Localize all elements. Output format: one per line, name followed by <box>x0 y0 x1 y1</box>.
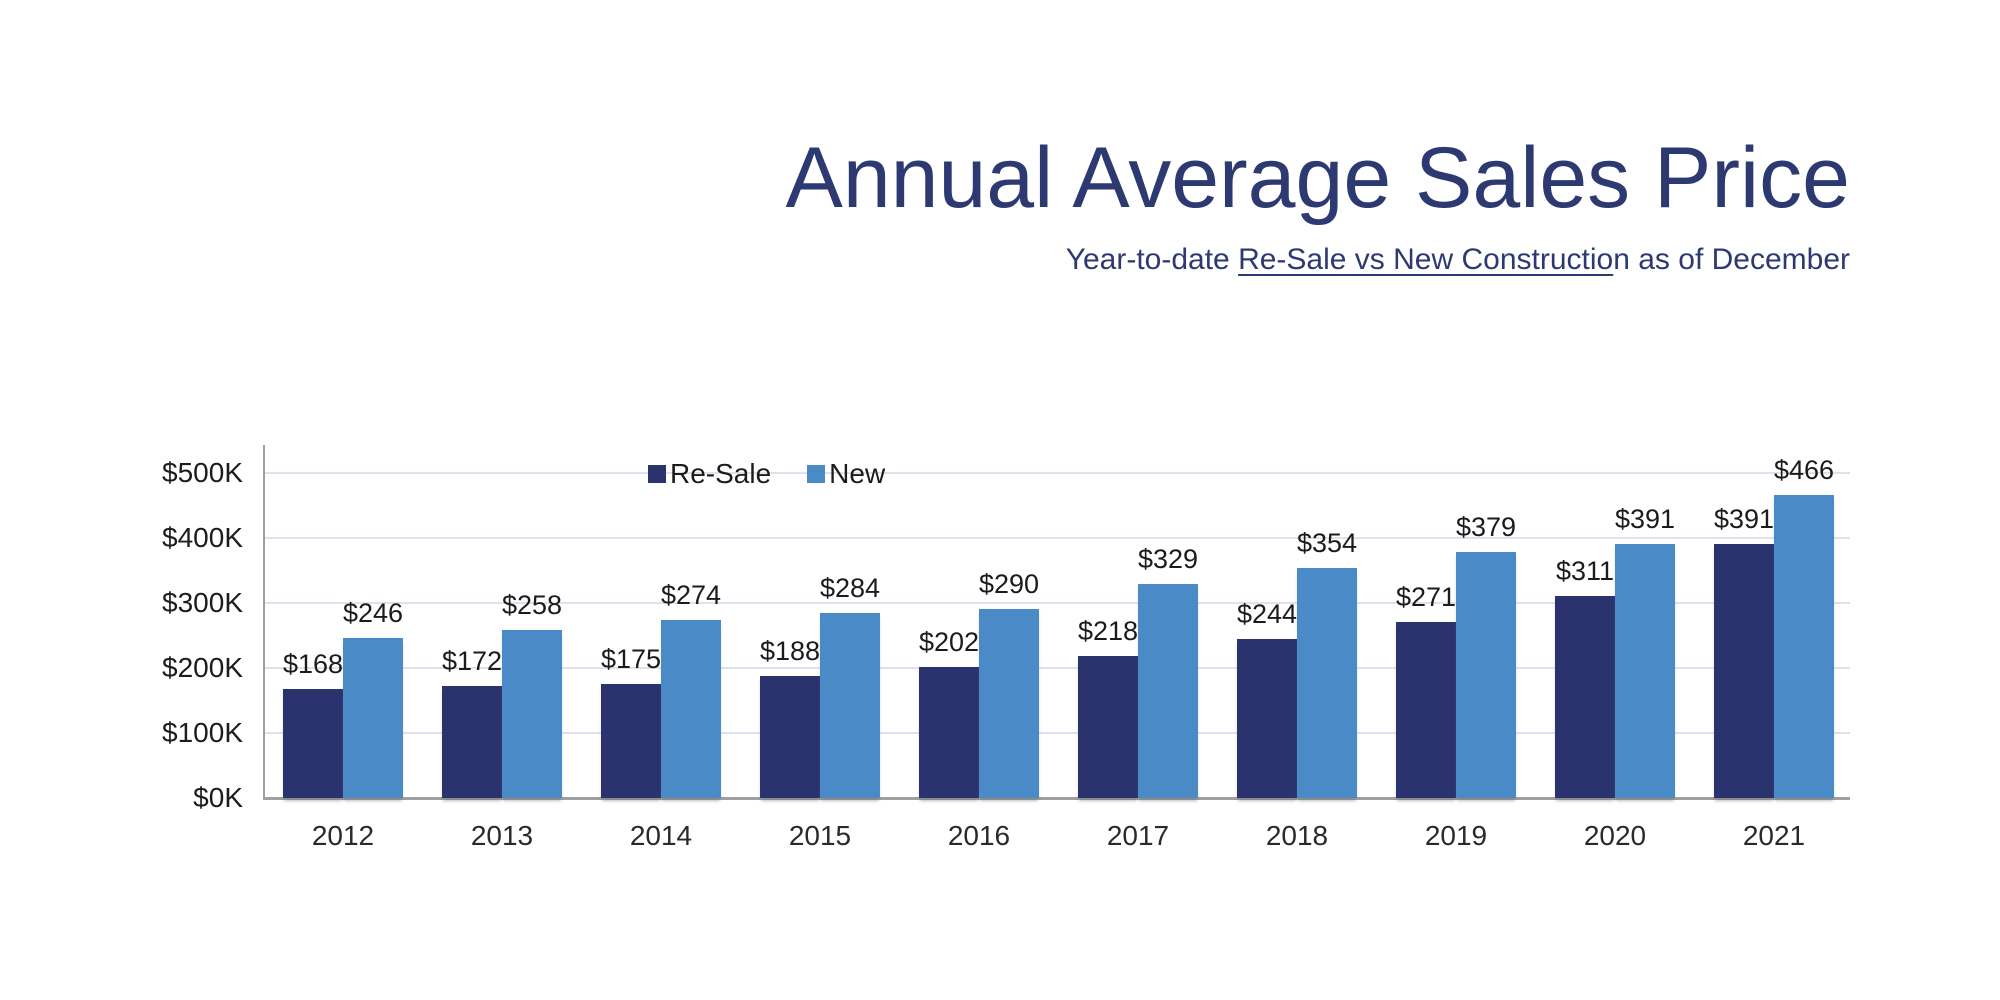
x-axis-tick-label: 2015 <box>788 820 852 851</box>
x-axis-tick-label: 2019 <box>1424 820 1488 851</box>
new-value-label-2015: $284 <box>819 573 881 603</box>
resale-value-label-2016: $202 <box>918 627 980 657</box>
resale-value-label-2013: $172 <box>441 646 503 676</box>
page-subtitle: Year-to-date Re-Sale vs New Construction… <box>785 243 1850 277</box>
x-axis-tick-label: 2014 <box>629 820 693 851</box>
resale-bar-2016 <box>919 667 979 798</box>
resale-value-label-2012: $168 <box>282 649 344 679</box>
x-axis-tick-label: 2021 <box>1742 820 1806 851</box>
x-axis-tick-label: 2013 <box>470 820 534 851</box>
legend-label-new: New <box>829 458 886 489</box>
new-value-label-2019: $379 <box>1455 512 1517 542</box>
chart-legend: Re-Sale New <box>648 458 885 490</box>
y-axis-tick-label: $200K <box>162 652 243 683</box>
resale-value-label-2021: $391 <box>1713 504 1775 534</box>
subtitle-underlined-text: Re-Sale vs New Constructio <box>1238 243 1614 276</box>
new-swatch-icon <box>807 465 826 483</box>
y-gridline <box>263 602 1850 604</box>
x-axis-tick-label: 2012 <box>311 820 375 851</box>
resale-bar-2021 <box>1714 544 1774 798</box>
resale-value-label-2018: $244 <box>1236 599 1298 629</box>
new-value-label-2012: $246 <box>342 598 404 628</box>
resale-value-label-2014: $175 <box>600 644 662 674</box>
resale-swatch-icon <box>648 465 666 483</box>
new-value-label-2021: $466 <box>1773 455 1835 485</box>
resale-bar-2015 <box>760 676 820 798</box>
new-value-label-2014: $274 <box>660 580 722 610</box>
x-axis-line <box>263 797 1850 800</box>
legend-item-resale: Re-Sale <box>648 458 771 490</box>
resale-bar-2019 <box>1396 622 1456 798</box>
new-bar-2020 <box>1615 544 1675 798</box>
new-bar-2021 <box>1774 495 1834 798</box>
resale-bar-2012 <box>283 689 343 798</box>
resale-bar-2017 <box>1078 656 1138 798</box>
resale-value-label-2015: $188 <box>759 636 821 666</box>
y-gridline <box>263 732 1850 734</box>
legend-label-resale: Re-Sale <box>670 458 772 489</box>
new-value-label-2013: $258 <box>501 590 563 620</box>
new-bar-2013 <box>502 630 562 798</box>
resale-bar-2020 <box>1555 596 1615 798</box>
new-bar-2018 <box>1297 568 1357 798</box>
x-axis-tick-label: 2018 <box>1265 820 1329 851</box>
resale-value-label-2020: $311 <box>1555 556 1615 586</box>
resale-bar-2013 <box>442 686 502 798</box>
y-gridline <box>263 667 1850 669</box>
new-bar-2015 <box>820 613 880 798</box>
y-axis-tick-label: $100K <box>162 717 243 748</box>
y-gridline <box>263 472 1850 474</box>
subtitle-suffix: n as of December <box>1613 243 1850 276</box>
new-value-label-2020: $391 <box>1614 504 1676 534</box>
subtitle-prefix: Year-to-date <box>1065 243 1239 276</box>
new-bar-2017 <box>1138 584 1198 798</box>
y-axis-tick-label: $500K <box>162 457 243 488</box>
x-axis-tick-label: 2020 <box>1583 820 1647 851</box>
resale-value-label-2017: $218 <box>1077 616 1139 646</box>
y-axis-line <box>263 445 265 798</box>
y-axis-tick-label: $400K <box>162 522 243 553</box>
resale-value-label-2019: $271 <box>1395 582 1457 612</box>
new-bar-2014 <box>661 620 721 798</box>
legend-item-new: New <box>807 458 885 490</box>
new-bar-2012 <box>343 638 403 798</box>
y-axis-tick-label: $0K <box>193 782 243 813</box>
new-bar-2019 <box>1456 552 1516 798</box>
new-bar-2016 <box>979 609 1039 798</box>
x-axis-tick-label: 2016 <box>947 820 1011 851</box>
new-value-label-2016: $290 <box>978 569 1040 599</box>
resale-bar-2018 <box>1237 639 1297 798</box>
page-title: Annual Average Sales Price <box>785 130 1850 226</box>
y-axis-tick-label: $300K <box>162 587 243 618</box>
resale-bar-2014 <box>601 684 661 798</box>
y-gridline <box>263 537 1850 539</box>
new-value-label-2017: $329 <box>1137 544 1199 574</box>
x-axis-tick-label: 2017 <box>1106 820 1170 851</box>
title-block: Annual Average Sales Price Year-to-date … <box>785 135 1850 277</box>
new-value-label-2018: $354 <box>1296 528 1358 558</box>
